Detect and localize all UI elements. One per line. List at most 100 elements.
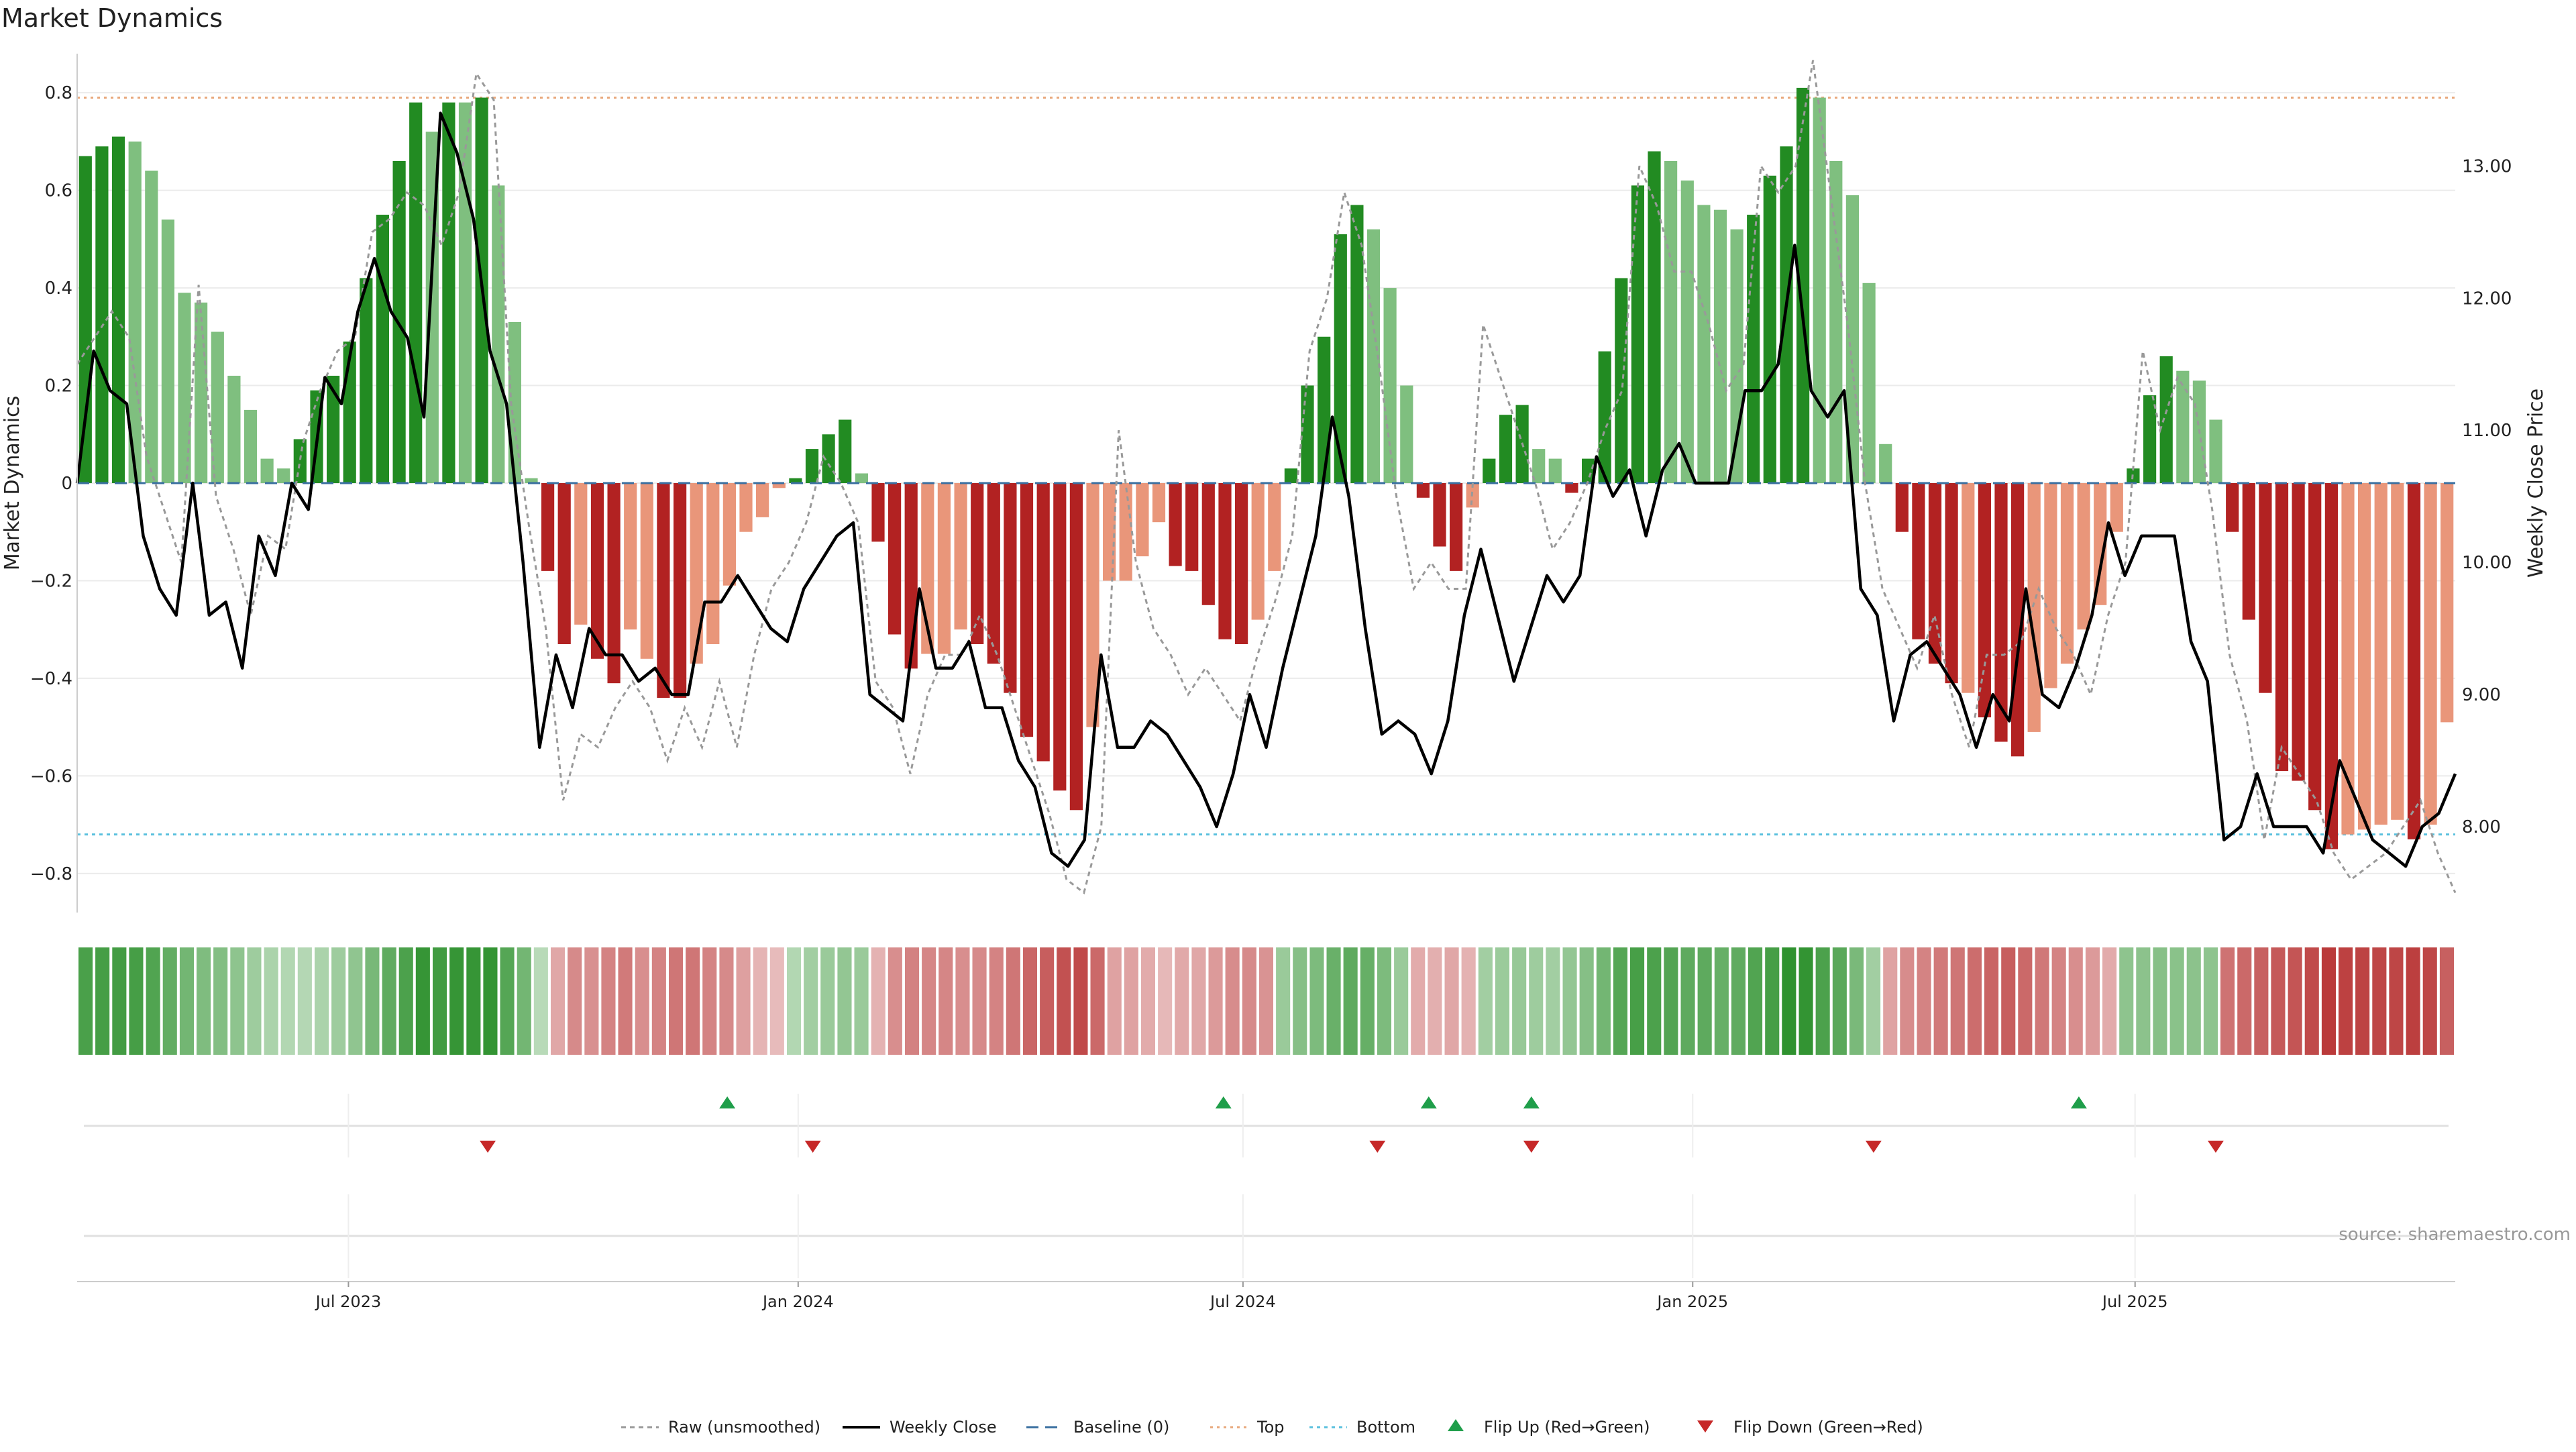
- bar: [458, 102, 472, 483]
- bar: [2077, 483, 2090, 630]
- bar: [557, 483, 571, 644]
- bar: [1928, 483, 1942, 664]
- heat-cell: [922, 947, 936, 1055]
- bar: [690, 483, 703, 664]
- left-tick-label: −0.4: [30, 669, 72, 689]
- bar: [1152, 483, 1166, 523]
- bar: [1251, 483, 1265, 620]
- heat-cell: [804, 947, 818, 1055]
- bar: [1845, 195, 1859, 483]
- bar: [822, 434, 835, 483]
- heat-cell: [348, 947, 363, 1055]
- bar: [1548, 458, 1562, 483]
- heat-cell: [1933, 947, 1948, 1055]
- bar: [409, 102, 423, 483]
- bar: [590, 483, 604, 659]
- bar: [1004, 483, 1017, 693]
- legend-label: Raw (unsmoothed): [668, 1418, 820, 1437]
- bar: [327, 376, 340, 483]
- bar: [2242, 483, 2255, 620]
- x-tick-label: Jan 2024: [761, 1292, 834, 1311]
- bar: [888, 483, 902, 635]
- heat-cell: [1377, 947, 1391, 1055]
- bar: [839, 419, 852, 483]
- heat-cell: [1647, 947, 1662, 1055]
- x-tick-label: Jan 2025: [1656, 1292, 1728, 1311]
- bar: [1565, 483, 1578, 493]
- heat-cell: [2406, 947, 2420, 1055]
- heat-cell: [500, 947, 515, 1055]
- bar: [1201, 483, 1215, 605]
- bar: [1912, 483, 1925, 639]
- bar: [1680, 180, 1694, 483]
- bar: [2110, 483, 2123, 532]
- bar: [525, 478, 538, 483]
- heat-cell: [1664, 947, 1678, 1055]
- heat-cell: [264, 947, 278, 1055]
- bar: [2176, 370, 2190, 483]
- heat-cell: [365, 947, 380, 1055]
- heat-cell: [1765, 947, 1780, 1055]
- bar: [178, 293, 191, 483]
- heat-cell: [2169, 947, 2184, 1055]
- bar: [1697, 205, 1711, 483]
- bar: [904, 483, 918, 669]
- heat-cell: [651, 947, 666, 1055]
- bar: [1829, 161, 1843, 483]
- left-tick-label: 0.4: [45, 278, 72, 299]
- axes-layer: −0.8 −0.6 −0.4 −0.2 0 0.2 0.4 0.6 0.8 8.00 9.00 10.…: [1, 54, 2548, 913]
- bar: [640, 483, 653, 659]
- weekly-close-line: [75, 111, 2457, 868]
- reference-lines: [77, 96, 2455, 836]
- heat-cell: [2237, 947, 2252, 1055]
- right-tick-label: 8.00: [2462, 817, 2501, 837]
- heat-cell: [162, 947, 177, 1055]
- x-tick-label: Jul 2023: [315, 1292, 382, 1311]
- bar: [1879, 444, 1892, 483]
- heat-cell: [2136, 947, 2151, 1055]
- bars-layer: [77, 87, 2455, 849]
- bar: [260, 458, 274, 483]
- heat-cell: [1022, 947, 1037, 1055]
- left-tick-label: −0.6: [30, 766, 72, 786]
- heat-cell: [1495, 947, 1509, 1055]
- flip-up-marker: [1523, 1096, 1540, 1108]
- bar: [657, 483, 670, 698]
- heat-cell: [2068, 947, 2083, 1055]
- heat-cell: [449, 947, 464, 1055]
- bar: [954, 483, 967, 630]
- bar: [1813, 97, 1826, 483]
- heat-cell: [719, 947, 734, 1055]
- legend-label: Flip Up (Red→Green): [1484, 1418, 1650, 1437]
- bar: [1136, 483, 1149, 557]
- heat-cell: [1815, 947, 1830, 1055]
- bar: [2275, 483, 2289, 772]
- heat-cell: [533, 947, 548, 1055]
- heat-cell: [1124, 947, 1138, 1055]
- heat-cell: [1360, 947, 1375, 1055]
- heat-cell: [1411, 947, 1426, 1055]
- bar: [1895, 483, 1909, 532]
- heat-cell: [1512, 947, 1527, 1055]
- bar: [789, 478, 802, 483]
- right-tick-label: 12.00: [2462, 289, 2512, 309]
- flip-down-marker: [480, 1141, 496, 1153]
- right-tick-label: 13.00: [2462, 156, 2512, 176]
- heat-cell: [787, 947, 802, 1055]
- bar: [1284, 468, 1297, 483]
- heat-cell: [1073, 947, 1088, 1055]
- bar: [2044, 483, 2057, 688]
- bar: [277, 468, 290, 483]
- heat-cell: [1191, 947, 1206, 1055]
- left-tick-label: −0.2: [30, 571, 72, 591]
- bar: [1169, 483, 1182, 566]
- heat-cell: [1562, 947, 1577, 1055]
- heat-cell: [2001, 947, 2016, 1055]
- heat-cell: [112, 947, 127, 1055]
- bar: [1036, 483, 1050, 762]
- bar: [2159, 356, 2173, 483]
- bar: [805, 449, 819, 483]
- bar: [772, 483, 786, 488]
- heat-cell: [1175, 947, 1189, 1055]
